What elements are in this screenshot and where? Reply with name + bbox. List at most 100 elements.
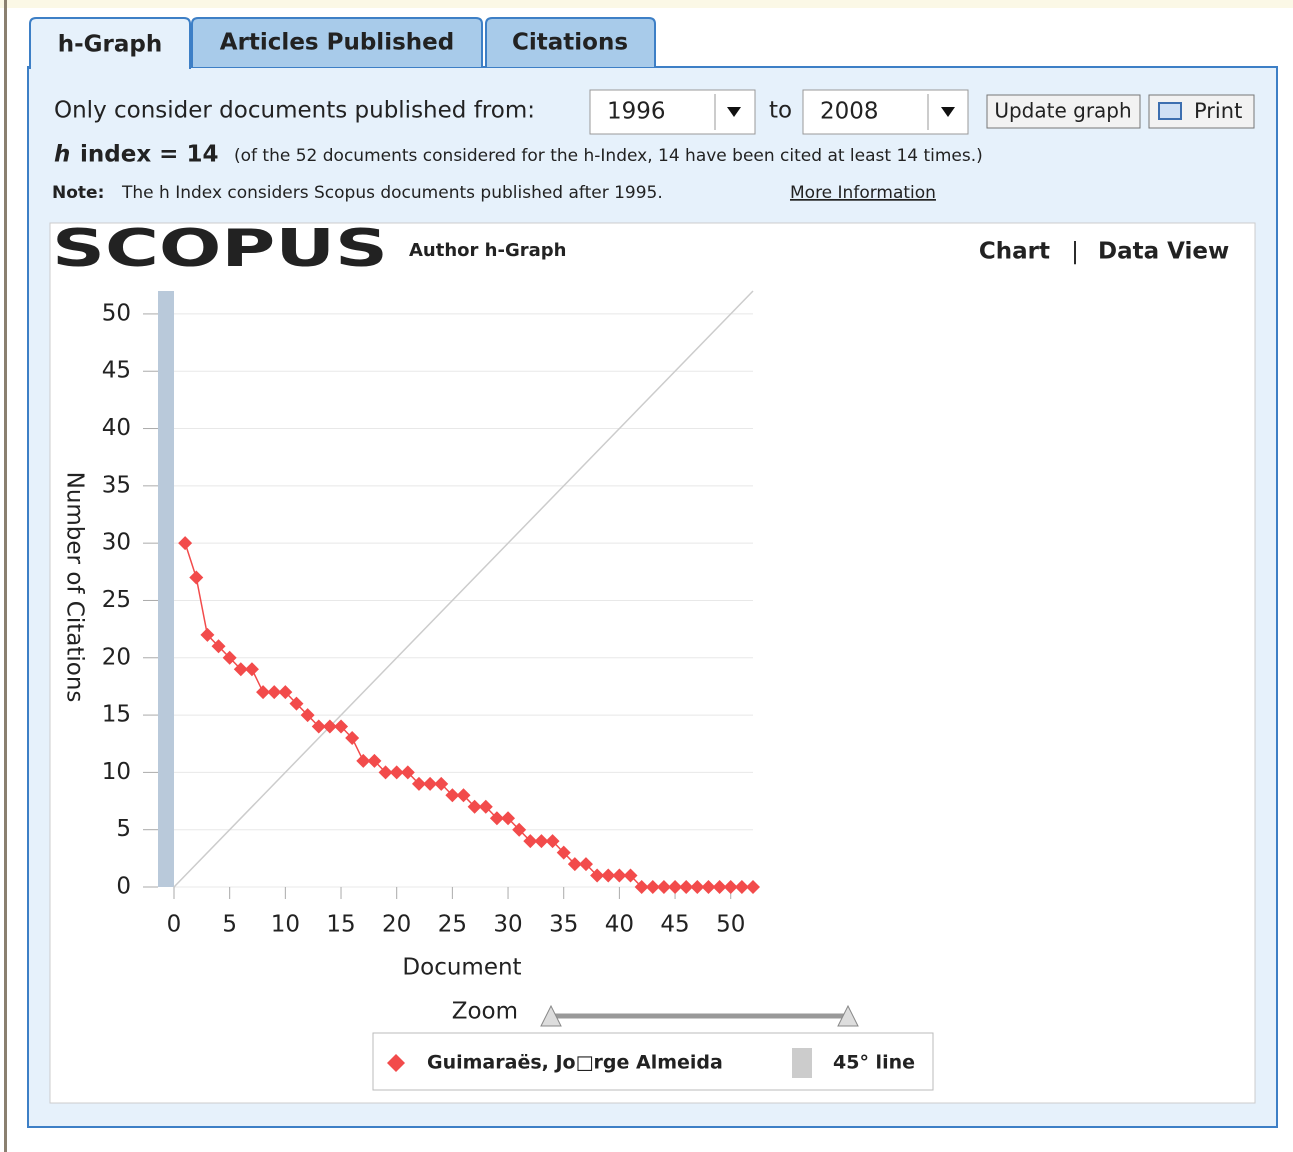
x-tick-label: 35 <box>549 912 578 938</box>
zoom-label: Zoom <box>452 999 518 1025</box>
data-point <box>656 880 671 894</box>
data-point <box>623 868 638 883</box>
dropdown-value[interactable]: 1996 <box>607 99 666 125</box>
data-point <box>189 570 204 585</box>
tab-label[interactable]: Citations <box>512 30 628 56</box>
chart-link[interactable]: Chart <box>979 239 1050 265</box>
dropdown-arrow[interactable] <box>727 107 741 117</box>
data-point <box>200 627 215 642</box>
data-point <box>645 880 660 894</box>
data-point <box>478 799 493 814</box>
data-point <box>411 776 426 791</box>
y-tick-label: 50 <box>102 300 131 326</box>
zoom-handle[interactable] <box>540 1004 562 1027</box>
h-index: index = 14 <box>80 142 218 168</box>
button-label[interactable]: Print <box>1194 99 1242 123</box>
data-point <box>356 753 371 768</box>
note-label: Note: <box>52 183 104 203</box>
legend-label: 45° line <box>833 1052 915 1074</box>
data-point <box>545 834 560 849</box>
data-point <box>445 788 460 803</box>
data-point <box>233 662 248 677</box>
graph-title: Author h-Graph <box>409 240 566 261</box>
y-axis-label: Number of Citations <box>62 472 88 703</box>
link[interactable]: More Information <box>790 183 936 203</box>
h-index-detail: (of the 52 documents considered for the … <box>234 146 983 166</box>
data-point <box>222 650 237 665</box>
x-tick-label: 30 <box>493 912 522 938</box>
reference-line <box>173 290 754 888</box>
data-point <box>300 708 315 723</box>
x-axis-label: Document <box>402 955 521 981</box>
data-point <box>322 719 337 734</box>
x-tick-label: 5 <box>222 912 237 938</box>
x-tick-label: 25 <box>438 912 467 938</box>
separator: | <box>1071 239 1079 265</box>
to-label: to <box>769 98 792 124</box>
data-point <box>523 834 538 849</box>
logo: SCOPUS <box>52 219 388 279</box>
y-tick-label: 35 <box>102 472 131 498</box>
tab[interactable] <box>485 17 656 67</box>
data-point <box>267 685 282 700</box>
data-point <box>734 880 749 894</box>
data-point <box>400 765 415 780</box>
data-point <box>434 776 449 791</box>
data-point <box>467 799 482 814</box>
data-point <box>389 765 404 780</box>
data-view-link[interactable]: Data View <box>1098 239 1229 265</box>
data-point <box>723 880 738 894</box>
data-point <box>378 765 393 780</box>
filter-label: Only consider documents published from: <box>54 98 535 124</box>
data-point <box>289 696 304 711</box>
dropdown[interactable] <box>802 89 969 135</box>
legend-swatch <box>792 1048 812 1078</box>
x-tick-label: 0 <box>167 912 182 938</box>
chart-box <box>49 222 1256 1104</box>
y-tick-label: 15 <box>102 702 131 728</box>
data-point <box>690 880 705 894</box>
y-tick-label: 45 <box>102 358 131 384</box>
x-tick-label: 40 <box>605 912 634 938</box>
x-tick-label: 15 <box>326 912 355 938</box>
legend-label: Guimaraës, Jo□rge Almeida <box>427 1052 723 1074</box>
legend <box>372 1032 934 1091</box>
zoom-handle[interactable] <box>837 1004 859 1027</box>
dropdown-value[interactable]: 2008 <box>820 99 879 125</box>
dropdown[interactable] <box>589 89 756 135</box>
data-point <box>701 880 716 894</box>
button-label[interactable]: Update graph <box>994 99 1131 123</box>
y-axis-bar <box>158 291 174 887</box>
data-point <box>567 857 582 872</box>
print-icon[interactable] <box>1158 102 1182 120</box>
legend-marker <box>387 1054 405 1072</box>
y-tick-label: 20 <box>102 644 131 670</box>
note-text: The h Index considers Scopus documents p… <box>121 183 663 203</box>
y-tick-label: 25 <box>102 587 131 613</box>
tab-active[interactable] <box>29 17 191 69</box>
data-point <box>489 811 504 826</box>
data-point <box>211 639 226 654</box>
data-point <box>423 776 438 791</box>
data-point <box>178 536 193 551</box>
data-point <box>367 753 382 768</box>
x-tick-label: 45 <box>660 912 689 938</box>
data-point <box>244 662 259 677</box>
data-point <box>679 880 694 894</box>
data-point <box>601 868 616 883</box>
dropdown-arrow[interactable] <box>941 107 955 117</box>
data-point <box>634 880 649 894</box>
button[interactable] <box>986 94 1141 129</box>
y-tick-label: 0 <box>116 874 131 900</box>
tab-label[interactable]: h-Graph <box>58 32 163 58</box>
data-point <box>668 880 683 894</box>
data-point <box>512 822 527 837</box>
data-point <box>456 788 471 803</box>
x-tick-label: 20 <box>382 912 411 938</box>
tab-label[interactable]: Articles Published <box>220 30 454 56</box>
top-strip <box>0 0 1293 8</box>
data-point <box>746 880 760 894</box>
data-point <box>345 731 360 745</box>
tab[interactable] <box>191 17 483 67</box>
